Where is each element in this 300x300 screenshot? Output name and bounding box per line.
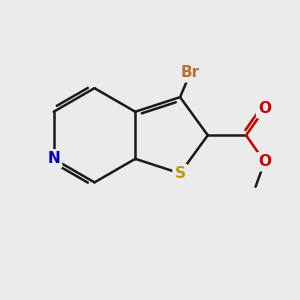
Text: N: N	[47, 151, 60, 166]
Text: S: S	[175, 166, 186, 181]
Text: O: O	[258, 101, 271, 116]
Text: O: O	[258, 154, 271, 169]
Text: Br: Br	[181, 65, 200, 80]
